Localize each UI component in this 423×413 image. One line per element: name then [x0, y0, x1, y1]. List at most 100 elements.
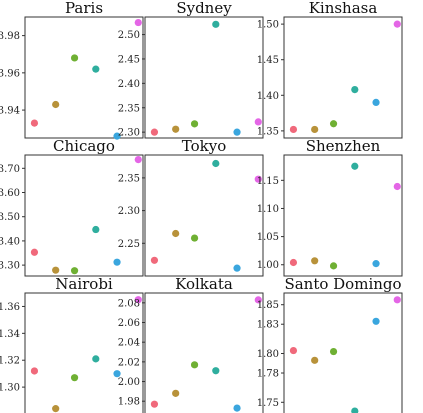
- data-point: [254, 118, 262, 126]
- y-tick-label: 1.83: [257, 320, 279, 331]
- data-point: [172, 125, 180, 133]
- panel-title: Sydney: [176, 0, 232, 17]
- data-point: [351, 162, 359, 170]
- data-point: [351, 407, 359, 413]
- data-point: [52, 100, 60, 109]
- y-tick-label: 1.45: [257, 55, 279, 66]
- y-tick-label: 2.30: [118, 206, 140, 217]
- data-point: [92, 355, 100, 363]
- y-tick-label: 1.98: [118, 397, 140, 408]
- data-point: [372, 317, 380, 325]
- data-point: [70, 267, 79, 275]
- data-point: [172, 389, 180, 397]
- data-point: [30, 248, 39, 256]
- y-tick-label: 1.35: [257, 126, 279, 137]
- data-point: [150, 400, 159, 408]
- data-point: [30, 119, 39, 127]
- y-tick-label: 3.94: [0, 106, 20, 117]
- y-tick-label: 2.40: [118, 79, 140, 90]
- panel-title: Chicago: [53, 137, 115, 155]
- y-tick-label: 2.30: [118, 128, 140, 139]
- data-point: [233, 404, 241, 412]
- y-tick-label: 1.78: [257, 369, 279, 380]
- y-tick-label: 1.00: [257, 260, 279, 271]
- y-tick-label: 1.75: [257, 398, 279, 409]
- data-point: [134, 18, 142, 27]
- y-tick-label: 3.98: [0, 31, 20, 42]
- y-tick-label: 2.00: [118, 377, 140, 388]
- y-tick-label: 3.40: [0, 236, 20, 247]
- panel-frame: [283, 154, 403, 277]
- data-point: [254, 175, 262, 183]
- data-point: [289, 258, 298, 267]
- y-tick-label: 1.36: [0, 302, 20, 313]
- data-point: [329, 120, 338, 128]
- y-tick-label: 1.80: [257, 349, 279, 360]
- panel-title: Kolkata: [175, 275, 233, 293]
- data-point: [92, 65, 100, 73]
- panel-frame: [144, 154, 264, 277]
- data-point: [52, 266, 60, 274]
- data-point: [150, 128, 159, 136]
- panel-title: Paris: [65, 0, 103, 17]
- data-point: [212, 367, 220, 375]
- data-point: [70, 374, 79, 382]
- panel-title: Santo Domingo: [284, 275, 401, 293]
- panel-title: Nairobi: [55, 275, 113, 293]
- y-tick-label: 2.35: [118, 173, 140, 184]
- data-point: [113, 370, 121, 378]
- data-point: [372, 260, 380, 268]
- y-tick-label: 2.06: [118, 318, 140, 329]
- y-tick-label: 3.50: [0, 212, 20, 223]
- y-tick-label: 3.96: [0, 68, 20, 79]
- panel-title: Tokyo: [182, 137, 226, 155]
- y-tick-label: 1.05: [257, 232, 279, 243]
- data-point: [311, 356, 319, 364]
- data-point: [289, 346, 298, 355]
- data-point: [134, 296, 142, 304]
- data-point: [372, 98, 380, 107]
- data-point: [393, 296, 401, 304]
- data-point: [329, 347, 338, 356]
- y-tick-label: 1.30: [0, 383, 20, 394]
- panel-frame: [24, 292, 144, 413]
- y-tick-label: 2.04: [118, 338, 140, 349]
- y-tick-label: 1.34: [0, 329, 20, 340]
- data-point: [393, 182, 401, 191]
- data-point: [113, 258, 121, 266]
- data-point: [134, 155, 142, 164]
- data-point: [351, 86, 359, 94]
- y-tick-label: 1.85: [257, 300, 279, 311]
- panel-title: Shenzhen: [306, 137, 381, 155]
- y-tick-label: 2.02: [118, 357, 140, 368]
- data-point: [212, 159, 220, 168]
- data-point: [190, 120, 199, 128]
- y-tick-label: 3.70: [0, 164, 20, 175]
- data-point: [172, 229, 180, 238]
- panel-frame: [24, 154, 144, 277]
- data-point: [92, 225, 100, 234]
- panel-frame: [24, 16, 144, 139]
- data-point: [113, 132, 121, 140]
- y-tick-label: 2.45: [118, 54, 140, 65]
- panel-frame: [283, 292, 403, 413]
- data-point: [233, 128, 241, 136]
- y-tick-label: 1.40: [257, 91, 279, 102]
- y-tick-label: 1.32: [0, 356, 20, 367]
- y-tick-label: 1.15: [257, 176, 279, 187]
- y-tick-label: 2.35: [118, 103, 140, 114]
- data-point: [190, 234, 199, 242]
- data-point: [393, 20, 401, 28]
- panel-frame: [144, 292, 264, 413]
- data-point: [190, 361, 199, 369]
- data-point: [233, 264, 241, 272]
- y-tick-label: 1.10: [257, 204, 279, 215]
- y-tick-label: 2.50: [118, 30, 140, 41]
- data-point: [150, 256, 159, 264]
- data-point: [30, 367, 39, 375]
- data-point: [70, 54, 79, 62]
- data-point: [212, 20, 220, 28]
- y-tick-label: 2.08: [118, 298, 140, 309]
- y-tick-label: 2.25: [118, 239, 140, 250]
